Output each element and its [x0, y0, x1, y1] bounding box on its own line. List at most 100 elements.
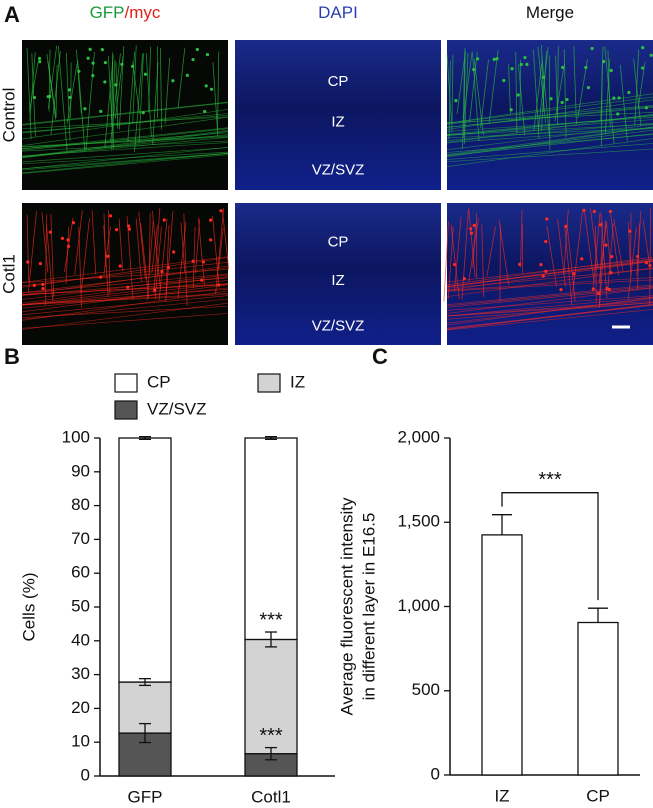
neurite — [488, 49, 499, 124]
cell — [602, 59, 606, 64]
cell — [103, 80, 107, 84]
y-tick-label: 20 — [71, 698, 90, 717]
neurite — [29, 52, 36, 121]
neurite — [637, 62, 646, 108]
cell — [495, 57, 499, 61]
fiber — [446, 287, 653, 308]
cell — [114, 228, 119, 232]
neurite — [41, 212, 49, 273]
neurite — [456, 51, 466, 115]
y-tick-label: 40 — [71, 630, 90, 649]
neurite — [604, 46, 615, 144]
significance: *** — [538, 469, 562, 491]
cell — [544, 239, 548, 244]
neurite — [554, 63, 565, 122]
neurite — [134, 53, 144, 153]
fiber — [446, 127, 653, 139]
fiber — [446, 302, 653, 320]
title-part: GFP — [90, 3, 125, 22]
cell — [544, 269, 548, 273]
cell — [26, 260, 30, 264]
neurite — [50, 51, 61, 135]
cell — [120, 62, 124, 67]
bar — [577, 621, 619, 776]
neurite — [548, 55, 551, 150]
cell — [605, 286, 609, 291]
neurite — [55, 64, 58, 118]
fiber — [446, 287, 653, 314]
y-tick-label: 50 — [71, 596, 90, 615]
fiber — [21, 109, 229, 140]
fiber — [21, 284, 229, 296]
cell — [204, 84, 208, 88]
cell — [166, 265, 170, 270]
column-title: GFP/myc — [90, 3, 161, 22]
cell — [516, 93, 520, 97]
fiber — [21, 116, 229, 130]
cell — [542, 75, 546, 79]
fiber — [21, 288, 229, 306]
neurite — [462, 47, 466, 150]
neurite — [115, 62, 119, 129]
fiber — [21, 152, 229, 174]
neurite — [103, 226, 111, 275]
cell — [628, 229, 632, 233]
panel-label: C — [372, 344, 388, 369]
neurite — [463, 53, 469, 145]
neurite — [132, 45, 137, 124]
neurite — [215, 208, 225, 295]
neurite — [195, 219, 201, 274]
bar-segment — [118, 681, 172, 734]
legend-swatch — [114, 400, 138, 420]
neurite — [107, 55, 113, 121]
fiber — [446, 309, 653, 331]
neurite — [138, 53, 144, 143]
fiber — [21, 135, 229, 147]
cell — [126, 224, 131, 228]
cell — [130, 64, 135, 68]
fiber — [446, 296, 653, 317]
cell — [185, 73, 189, 77]
neurite — [74, 210, 83, 275]
neurite — [584, 212, 595, 283]
cell — [200, 278, 204, 282]
fiber — [446, 124, 653, 151]
y-tick-label: 30 — [71, 664, 90, 683]
fiber — [21, 292, 229, 305]
neurite — [26, 214, 30, 282]
cell — [195, 47, 199, 52]
cell — [209, 218, 213, 222]
cell — [203, 109, 207, 114]
neurite — [140, 222, 150, 298]
neurite — [592, 212, 601, 292]
fiber — [446, 285, 653, 307]
neurite — [446, 53, 452, 122]
micrograph — [21, 203, 230, 345]
neurite — [146, 221, 154, 301]
significance: *** — [259, 609, 283, 631]
neurite — [600, 213, 608, 299]
neurite — [498, 219, 510, 286]
y-tick-label: 1,500 — [397, 512, 440, 531]
neurite — [590, 208, 599, 269]
neurite — [450, 225, 460, 300]
cell — [172, 250, 176, 254]
cell — [37, 56, 42, 61]
neurite — [50, 213, 55, 298]
fiber — [446, 106, 653, 128]
cell — [71, 221, 76, 225]
fiber — [446, 295, 653, 311]
neurite — [563, 209, 569, 275]
fiber — [446, 143, 653, 160]
neurite — [114, 56, 124, 119]
fiber — [21, 279, 229, 305]
fiber — [21, 283, 229, 306]
fiber — [21, 273, 229, 294]
cell — [469, 231, 474, 235]
neurite — [66, 64, 78, 124]
neurite — [46, 224, 54, 302]
neurite — [463, 51, 466, 138]
column-title: DAPI — [318, 3, 358, 22]
neurite — [180, 222, 186, 273]
cell — [141, 111, 145, 115]
